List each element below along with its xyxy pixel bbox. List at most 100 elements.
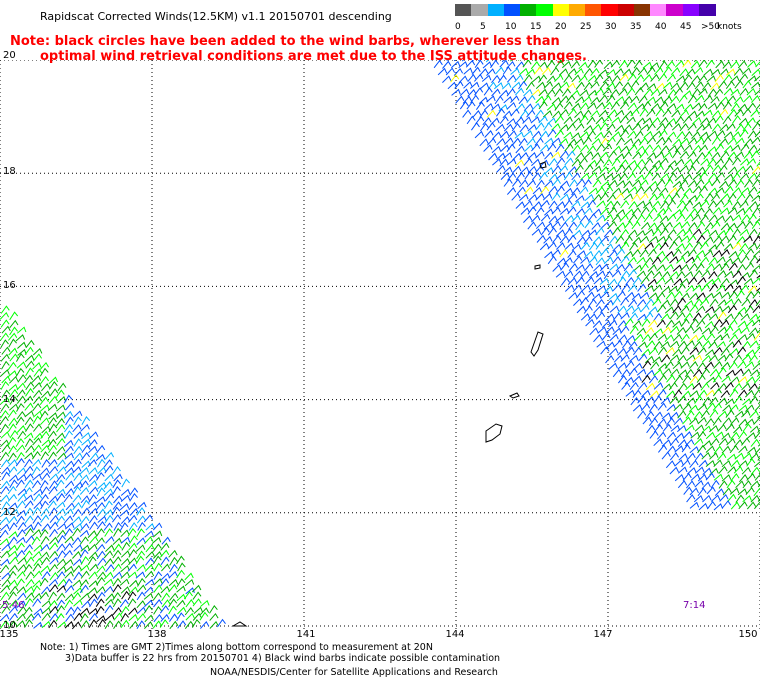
wind-barb [692,354,703,362]
northern-island-outline-1 [534,264,541,270]
legend-swatch [503,4,521,16]
wind-barb [499,89,509,98]
wind-barb [161,592,170,602]
wind-barb [1,578,11,587]
wind-barb [677,340,688,349]
wind-barb [752,290,760,299]
wind-barb [685,256,695,264]
wind-barb [689,304,699,313]
wind-barb [612,327,622,335]
wind-barb [629,325,639,334]
wind-barb [689,459,699,468]
wind-barb [656,264,666,272]
wind-barb [663,66,673,75]
wind-barb [1,466,11,475]
wind-barb [482,61,493,69]
legend-swatch [601,4,618,16]
wind-barb [666,374,676,383]
wind-barb [103,509,114,517]
wind-barb [607,166,617,174]
wind-barb [573,255,583,264]
wind-barb [700,382,710,391]
wind-barb [698,88,708,96]
wind-barb [40,486,50,495]
wind-barb [531,143,541,152]
wind-barb [536,234,546,243]
wind-barb [728,108,738,118]
wind-barb [143,514,154,523]
wind-barb [617,276,627,285]
wind-barb [558,68,569,76]
wind-barb [648,347,659,356]
wind-barb [614,109,625,117]
wind-barb [708,341,718,349]
wind-barb [563,257,573,265]
wind-barb [184,620,195,630]
wind-barb [135,571,146,579]
wind-barb [669,340,680,348]
wind-barb [575,207,585,216]
wind-barb [40,430,50,440]
wind-barb [558,138,569,146]
wind-barb [638,381,648,390]
wind-barb [579,89,589,97]
wind-barb [8,536,18,545]
wind-barb [574,164,584,173]
wind-barb [726,123,736,131]
wind-barb [572,229,582,237]
wind-barb [747,75,757,83]
wind-barb [740,143,750,152]
wind-barb [751,95,760,103]
wind-barb [559,81,570,89]
wind-barb [740,187,751,195]
wind-barb [687,110,698,118]
wind-barb [644,326,655,335]
wind-barb [627,284,638,292]
wind-barb [661,354,671,363]
wind-barb [608,292,619,300]
wind-barb [592,320,603,328]
wind-barb [612,145,622,154]
wind-barb [661,286,671,294]
wind-barb [731,200,741,210]
wind-barb [587,74,598,83]
wind-barb [733,311,743,321]
wind-barb [479,82,490,90]
wind-barb [535,81,546,90]
wind-barb [624,220,634,229]
wind-barb [543,222,554,230]
wind-barb [546,60,556,69]
wind-barb [15,457,25,467]
wind-barb [642,61,653,69]
wind-barb [511,192,521,201]
wind-barb [724,283,734,292]
wind-barb [705,472,715,481]
wind-barb [714,431,724,439]
wind-barb [741,382,751,391]
wind-barb [129,579,139,588]
wind-barb [717,229,727,238]
wind-barb [599,263,610,272]
wind-barb [651,117,661,125]
wind-barb [700,368,710,377]
wind-barb [587,102,597,110]
wind-barb [729,388,739,398]
wind-barb [510,60,513,62]
wind-barb [33,423,43,432]
wind-barb [709,283,719,292]
wind-barb [665,319,675,328]
wind-barb [714,158,724,166]
wind-barb [639,262,649,272]
wind-barb [554,129,564,138]
wind-barb [645,369,655,378]
wind-barb [732,382,743,391]
wind-barb [735,480,745,489]
wind-barb [528,193,538,202]
wind-barb [602,87,612,96]
wind-barb [103,488,114,496]
wind-barb [656,122,666,131]
wind-barb [648,332,658,341]
wind-barb [535,193,545,201]
wind-barb [723,257,734,266]
wind-barb [705,349,715,357]
